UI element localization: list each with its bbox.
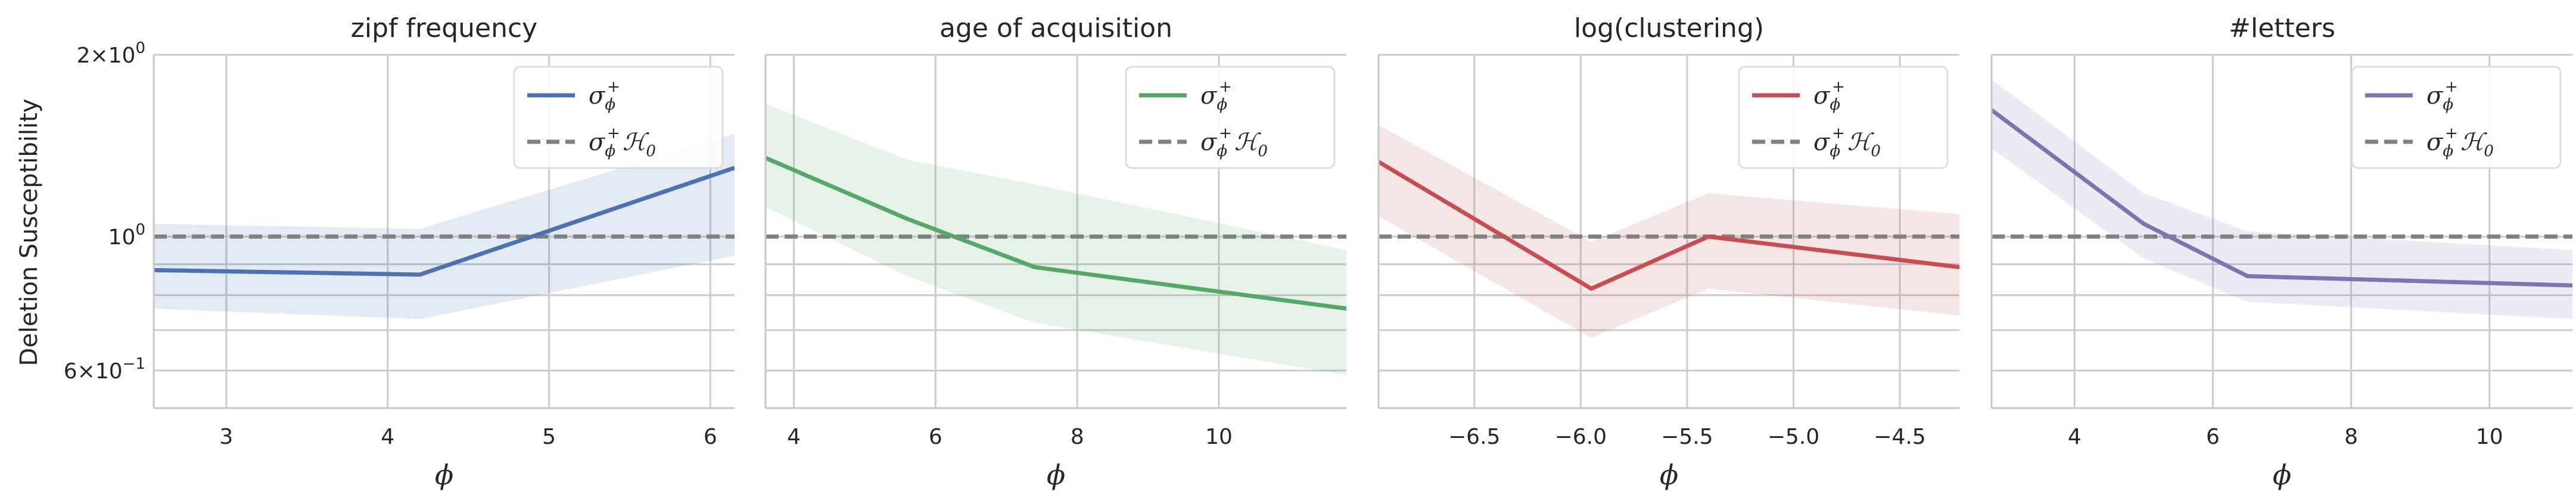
legend: σϕ+ σϕ+ ℋ0 (513, 66, 724, 169)
y-axis-label: Deletion Susceptibility (15, 99, 43, 366)
legend-reference-label: σϕ+ ℋ0 (1813, 125, 1881, 160)
legend-series-label: σϕ+ (1200, 78, 1232, 114)
series-line (1992, 108, 2572, 288)
legend-reference-label: σϕ+ ℋ0 (1200, 125, 1268, 160)
x-tick-label: 8 (1071, 425, 1084, 449)
series-line (154, 166, 735, 277)
x-tick-label: −6.5 (1448, 425, 1500, 449)
x-axis-label: ϕ (1047, 459, 1065, 491)
y-tick-label: 100 (108, 221, 145, 250)
x-tick-label: 10 (1205, 425, 1233, 449)
panel-title: #letters (2229, 13, 2335, 43)
x-tick-label: −4.5 (1874, 425, 1925, 449)
y-tick-label: 2×100 (77, 39, 145, 68)
confidence-band (766, 104, 1346, 375)
panel-title: zipf frequency (351, 13, 537, 43)
panel-3: log(clustering)−6.5 −6.0 −5.5 −5.0 −4.5ϕσϕ+σ… (1377, 13, 1959, 491)
panel-4: #letters 4 6 8 10 ϕ σϕ+ σϕ+ ℋ0 (1990, 13, 2572, 491)
x-tick-label: −5.0 (1768, 425, 1819, 449)
series-line (766, 155, 1346, 311)
panel-2: age of acquisition 4 6 8 10 ϕ σϕ+ σϕ+ ℋ0 (764, 13, 1346, 491)
x-tick-label: −6.0 (1555, 425, 1607, 449)
x-tick-label: 6 (2206, 425, 2220, 449)
x-tick-label: 4 (381, 425, 394, 449)
panel-title: log(clustering) (1574, 13, 1764, 43)
legend-series-label: σϕ+ (2426, 78, 2458, 114)
panel-1: zipf frequency 3 4 5 6 ϕ 2×100 100 6×10−1 σϕ+ σϕ+ ℋ… (64, 13, 735, 491)
confidence-band (1379, 125, 1959, 338)
series-line (1379, 160, 1959, 291)
x-tick-label: 3 (219, 425, 233, 449)
x-axis-label: ϕ (2273, 459, 2291, 491)
legend: σϕ+ σϕ+ ℋ0 (1125, 66, 1336, 169)
panel-title: age of acquisition (939, 13, 1172, 43)
x-tick-label: 6 (704, 425, 717, 449)
x-tick-label: 4 (787, 425, 801, 449)
x-tick-label: −5.5 (1661, 425, 1713, 449)
x-tick-label: 6 (929, 425, 942, 449)
x-axis-label: ϕ (435, 459, 453, 491)
legend-reference-label: σϕ+ ℋ0 (589, 125, 656, 160)
x-axis-label: ϕ (1660, 459, 1678, 491)
legend-reference-label: σϕ+ ℋ0 (2426, 125, 2494, 160)
legend: σϕ+ σϕ+ ℋ0 (2351, 66, 2562, 169)
legend: σϕ+ σϕ+ ℋ0 (1738, 66, 1949, 169)
y-tick-label: 6×10−1 (64, 355, 145, 384)
x-tick-label: 4 (2068, 425, 2082, 449)
x-tick-label: 5 (542, 425, 556, 449)
legend-series-label: σϕ+ (589, 78, 620, 114)
confidence-band (1992, 79, 2572, 319)
x-tick-label: 8 (2344, 425, 2358, 449)
x-tick-label: 10 (2476, 425, 2503, 449)
legend-series-label: σϕ+ (1813, 78, 1845, 114)
